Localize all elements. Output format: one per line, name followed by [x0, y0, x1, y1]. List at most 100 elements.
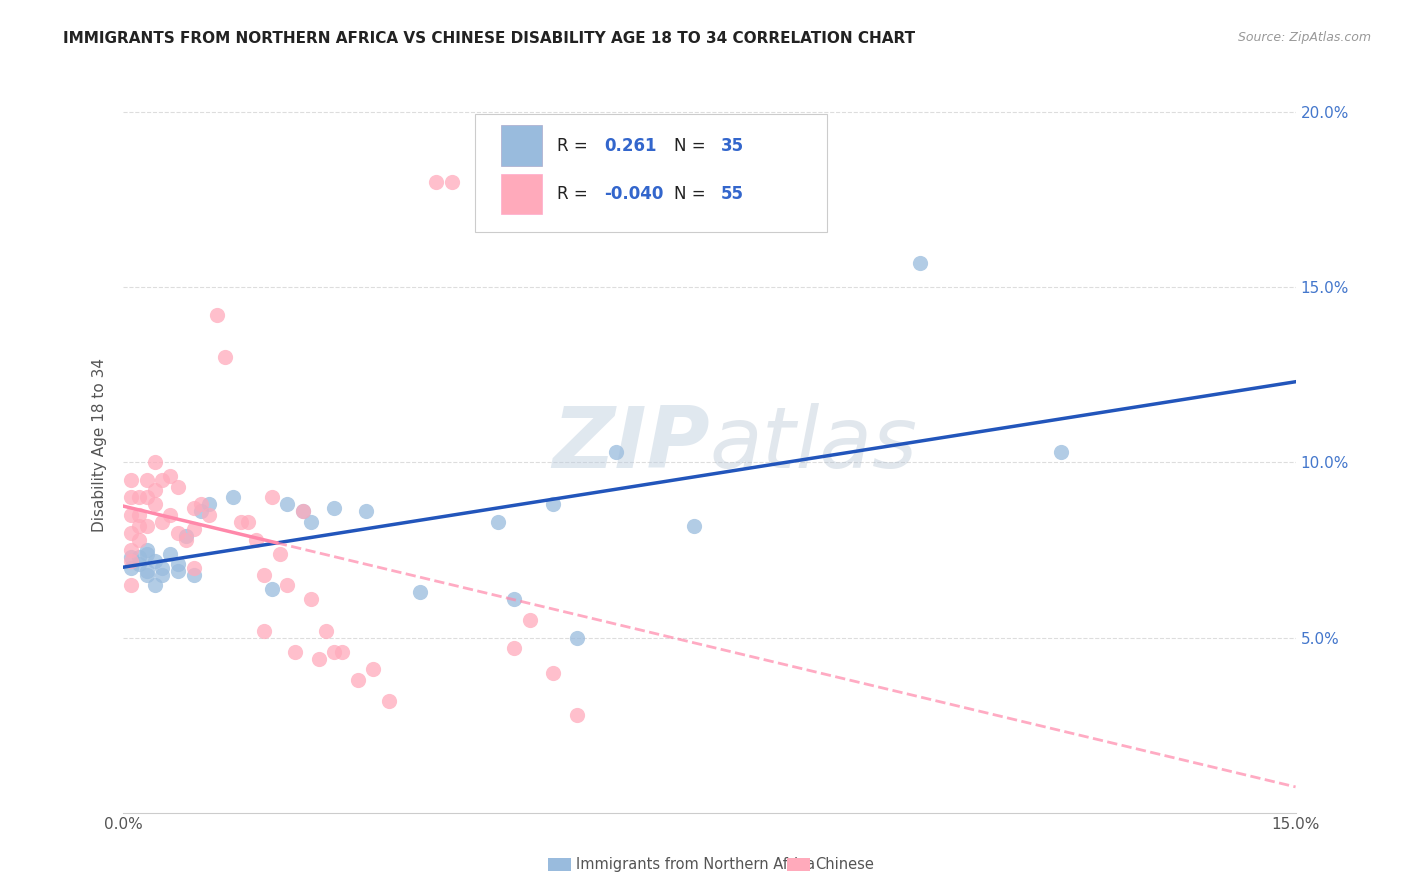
Point: [159, 508, 181, 522]
Point: [190, 498, 212, 512]
Point: [276, 498, 298, 512]
Text: R =: R =: [557, 136, 593, 154]
Text: ZIP: ZIP: [551, 403, 710, 486]
Text: -0.040: -0.040: [605, 185, 664, 203]
Point: [174, 529, 197, 543]
Point: [183, 501, 205, 516]
Point: [150, 567, 173, 582]
Point: [150, 560, 173, 574]
Point: [565, 631, 588, 645]
FancyBboxPatch shape: [501, 126, 541, 166]
Point: [120, 543, 142, 558]
Point: [159, 469, 181, 483]
Text: N =: N =: [675, 185, 711, 203]
Point: [425, 176, 447, 190]
Point: [135, 473, 157, 487]
Point: [128, 533, 150, 547]
Point: [269, 547, 291, 561]
Point: [205, 309, 228, 323]
Point: [150, 515, 173, 529]
Point: [409, 585, 432, 599]
Point: [284, 644, 307, 658]
Point: [120, 578, 142, 592]
Point: [167, 480, 190, 494]
Y-axis label: Disability Age 18 to 34: Disability Age 18 to 34: [93, 358, 107, 532]
Point: [120, 549, 142, 564]
Point: [541, 498, 564, 512]
Point: [198, 498, 221, 512]
Point: [229, 515, 252, 529]
Point: [128, 549, 150, 564]
Point: [135, 491, 157, 505]
Text: IMMIGRANTS FROM NORTHERN AFRICA VS CHINESE DISABILITY AGE 18 TO 34 CORRELATION C: IMMIGRANTS FROM NORTHERN AFRICA VS CHINE…: [63, 31, 915, 46]
Point: [253, 624, 276, 638]
Text: Source: ZipAtlas.com: Source: ZipAtlas.com: [1237, 31, 1371, 45]
Point: [120, 553, 142, 567]
Text: R =: R =: [557, 185, 593, 203]
Point: [292, 504, 315, 518]
Point: [260, 582, 283, 596]
Point: [135, 567, 157, 582]
Point: [222, 491, 245, 505]
Point: [120, 525, 142, 540]
Point: [292, 504, 315, 518]
Point: [120, 491, 142, 505]
Point: [143, 553, 166, 567]
Point: [150, 473, 173, 487]
Point: [135, 543, 157, 558]
Point: [541, 665, 564, 680]
Point: [183, 522, 205, 536]
Point: [299, 592, 322, 607]
Point: [315, 624, 337, 638]
Point: [143, 455, 166, 469]
Point: [120, 508, 142, 522]
Point: [214, 351, 236, 365]
Point: [159, 547, 181, 561]
Point: [128, 518, 150, 533]
FancyBboxPatch shape: [501, 174, 541, 214]
Point: [565, 707, 588, 722]
Point: [346, 673, 368, 687]
Point: [260, 491, 283, 505]
Point: [245, 533, 267, 547]
Text: N =: N =: [675, 136, 711, 154]
Point: [120, 560, 142, 574]
Point: [183, 560, 205, 574]
Point: [519, 613, 541, 627]
Point: [143, 578, 166, 592]
Point: [682, 518, 704, 533]
Text: Chinese: Chinese: [815, 857, 875, 871]
Point: [135, 518, 157, 533]
Point: [128, 491, 150, 505]
Point: [323, 644, 346, 658]
Point: [488, 515, 510, 529]
Point: [299, 515, 322, 529]
Point: [330, 644, 353, 658]
Point: [238, 515, 260, 529]
Point: [503, 592, 526, 607]
Point: [167, 564, 190, 578]
Text: Immigrants from Northern Africa: Immigrants from Northern Africa: [576, 857, 815, 871]
Point: [323, 501, 346, 516]
Point: [605, 445, 627, 459]
Point: [135, 564, 157, 578]
Text: 55: 55: [721, 185, 744, 203]
Text: 0.261: 0.261: [605, 136, 657, 154]
Text: 35: 35: [721, 136, 744, 154]
Point: [253, 567, 276, 582]
Point: [128, 557, 150, 571]
Point: [143, 498, 166, 512]
Point: [308, 651, 330, 665]
Point: [378, 693, 401, 707]
Point: [183, 567, 205, 582]
Point: [143, 483, 166, 498]
Point: [167, 525, 190, 540]
Point: [167, 557, 190, 571]
Point: [354, 504, 377, 518]
Point: [128, 508, 150, 522]
Text: atlas: atlas: [710, 403, 918, 486]
Point: [363, 662, 385, 676]
FancyBboxPatch shape: [475, 114, 827, 232]
Point: [503, 640, 526, 655]
Point: [198, 508, 221, 522]
